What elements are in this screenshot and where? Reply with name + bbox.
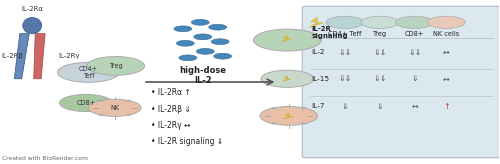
FancyBboxPatch shape <box>302 6 500 158</box>
Circle shape <box>208 24 226 30</box>
Circle shape <box>58 62 119 82</box>
Polygon shape <box>282 35 292 42</box>
Circle shape <box>211 39 229 45</box>
Polygon shape <box>284 113 292 119</box>
Text: NK: NK <box>110 105 120 111</box>
Text: ⇓⇓: ⇓⇓ <box>373 74 386 83</box>
Text: ⇓: ⇓ <box>376 102 383 111</box>
Text: ↔: ↔ <box>411 102 418 111</box>
Circle shape <box>196 49 214 54</box>
Circle shape <box>87 57 144 75</box>
Circle shape <box>174 26 192 32</box>
Circle shape <box>396 16 434 29</box>
Text: ⇓: ⇓ <box>342 102 348 111</box>
Circle shape <box>261 70 314 87</box>
Circle shape <box>60 94 112 112</box>
Text: NK cells: NK cells <box>434 31 460 37</box>
Text: CD8+: CD8+ <box>405 31 424 37</box>
Circle shape <box>192 20 209 25</box>
Polygon shape <box>309 17 324 28</box>
Circle shape <box>254 29 321 51</box>
Circle shape <box>214 53 232 59</box>
Text: ↔: ↔ <box>443 74 450 83</box>
Circle shape <box>326 16 364 29</box>
Text: • IL-2Rα ↑: • IL-2Rα ↑ <box>150 88 190 97</box>
Polygon shape <box>34 34 45 79</box>
Text: high-dose
IL-2: high-dose IL-2 <box>180 66 226 85</box>
Text: ⇓: ⇓ <box>411 74 418 83</box>
Text: CD4+ Teff: CD4+ Teff <box>328 31 362 37</box>
Text: ⇓⇓: ⇓⇓ <box>338 74 351 83</box>
Circle shape <box>428 16 466 29</box>
Text: Treg: Treg <box>109 63 122 69</box>
Circle shape <box>179 55 197 61</box>
Circle shape <box>176 40 194 46</box>
Text: • IL-2R signaling ⇓: • IL-2R signaling ⇓ <box>150 137 223 146</box>
Circle shape <box>194 34 212 40</box>
Text: IL-7: IL-7 <box>311 103 324 109</box>
Text: ⇓⇓: ⇓⇓ <box>373 48 386 57</box>
Text: IL-2R
signaling: IL-2R signaling <box>311 26 348 39</box>
Text: ⇓⇓: ⇓⇓ <box>408 48 422 57</box>
Text: CD8+: CD8+ <box>76 100 96 106</box>
Text: ↑: ↑ <box>443 102 450 111</box>
Text: ↔: ↔ <box>443 48 450 57</box>
Text: CD4+
Teff: CD4+ Teff <box>79 66 98 79</box>
Text: ⇓⇓: ⇓⇓ <box>338 48 351 57</box>
Text: • IL-2Rβ ⇓: • IL-2Rβ ⇓ <box>150 105 190 114</box>
Circle shape <box>361 16 399 29</box>
Text: IL-2Rα: IL-2Rα <box>21 6 43 12</box>
Text: • IL-2Rγ ↔: • IL-2Rγ ↔ <box>150 121 190 130</box>
Text: IL-2Rγ: IL-2Rγ <box>58 53 80 59</box>
Text: Treg: Treg <box>372 31 387 37</box>
Polygon shape <box>14 34 29 79</box>
Text: IL-2Rβ: IL-2Rβ <box>2 53 23 59</box>
Text: IL-2: IL-2 <box>311 49 324 55</box>
Circle shape <box>88 99 141 116</box>
Text: Created with BioRender.com: Created with BioRender.com <box>2 156 88 161</box>
Ellipse shape <box>23 18 42 34</box>
Circle shape <box>260 106 318 125</box>
Polygon shape <box>283 76 290 82</box>
Text: IL-15: IL-15 <box>311 76 330 82</box>
